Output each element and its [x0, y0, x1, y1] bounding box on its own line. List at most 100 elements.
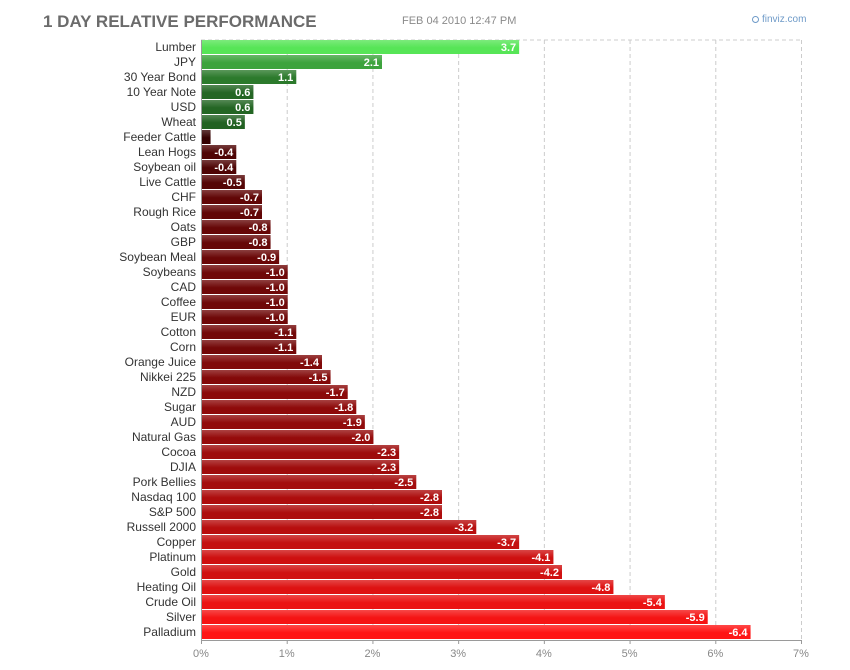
bar-value-label: 2.1: [364, 57, 379, 69]
bar-value-label: -0.5: [223, 177, 242, 189]
bar: [202, 205, 262, 219]
category-label: Corn: [170, 340, 196, 354]
category-label: Cocoa: [161, 445, 196, 459]
category-label: Sugar: [164, 400, 196, 414]
category-label: Nikkei 225: [140, 370, 196, 384]
category-label: EUR: [171, 310, 197, 324]
bar: [202, 130, 211, 144]
bar-value-label: -1.7: [326, 387, 345, 399]
bar: [202, 460, 400, 474]
bar-value-label: -0.1: [215, 132, 234, 144]
bar-value-label: -2.3: [377, 447, 396, 459]
bar: [202, 265, 288, 279]
bar-value-label: -1.4: [300, 357, 320, 369]
category-label: Heating Oil: [137, 580, 196, 594]
bar: [202, 145, 237, 159]
bar-value-label: -2.0: [351, 432, 370, 444]
bar-value-label: -1.8: [334, 402, 353, 414]
category-label: Crude Oil: [145, 595, 196, 609]
bar-value-label: -3.7: [497, 537, 516, 549]
bar: [202, 100, 254, 114]
x-tick-label: 7%: [793, 648, 809, 660]
category-label: Soybean Meal: [119, 250, 196, 264]
category-label: Oats: [171, 220, 196, 234]
category-label: Lean Hogs: [138, 145, 196, 159]
bar: [202, 85, 254, 99]
bar-value-label: -0.7: [240, 207, 259, 219]
brand-link[interactable]: finviz.com: [752, 14, 806, 25]
bar: [202, 580, 614, 594]
bar-value-label: -0.4: [214, 147, 234, 159]
x-tick-label: 3%: [450, 648, 466, 660]
category-label: USD: [171, 100, 197, 114]
bar-value-label: -4.1: [531, 552, 550, 564]
bar: [202, 565, 562, 579]
category-label: Palladium: [143, 625, 196, 639]
category-label: 30 Year Bond: [124, 70, 196, 84]
bar: [202, 250, 280, 264]
bar: [202, 160, 237, 174]
bar: [202, 430, 374, 444]
bar: [202, 535, 520, 549]
bar-value-label: -1.0: [266, 297, 285, 309]
bar-value-label: 1.1: [278, 72, 293, 84]
bar-value-label: -1.9: [343, 417, 362, 429]
bar-value-label: 0.6: [235, 102, 250, 114]
bar: [202, 505, 442, 519]
bar-value-label: 0.5: [227, 117, 242, 129]
category-label: Coffee: [161, 295, 196, 309]
bar-value-label: 0.6: [235, 87, 250, 99]
bar: [202, 595, 665, 609]
category-label: Platinum: [149, 550, 196, 564]
bar-value-label: -1.5: [309, 372, 328, 384]
category-label: Pork Bellies: [133, 475, 196, 489]
x-tick-label: 5%: [622, 648, 638, 660]
bar: [202, 40, 520, 54]
category-label: Silver: [166, 610, 196, 624]
x-axis: 0% 1% 2% 3% 4% 5% 6% 7%: [193, 40, 809, 660]
bar-value-label: -1.0: [266, 312, 285, 324]
category-label: S&P 500: [149, 505, 196, 519]
category-label: Lumber: [155, 40, 196, 54]
bar-value-label: -6.4: [729, 627, 749, 639]
bar: [202, 190, 262, 204]
category-label: 10 Year Note: [127, 85, 197, 99]
bar: [202, 445, 400, 459]
bar-value-label: -1.1: [274, 342, 293, 354]
x-tick-label: 2%: [364, 648, 380, 660]
category-label: Nasdaq 100: [131, 490, 196, 504]
x-tick-label: 1%: [279, 648, 295, 660]
category-label: Soybeans: [143, 265, 196, 279]
category-label: NZD: [171, 385, 196, 399]
bar: [202, 475, 417, 489]
category-label: Cotton: [161, 325, 196, 339]
bar: [202, 115, 245, 129]
bar: [202, 55, 382, 69]
bar: [202, 70, 297, 84]
category-label: Copper: [157, 535, 196, 549]
bar-value-label: -0.4: [214, 162, 234, 174]
finviz-logo-icon: [752, 16, 759, 23]
x-tick-label: 6%: [707, 648, 723, 660]
bar: [202, 220, 271, 234]
category-label: Rough Rice: [133, 205, 196, 219]
bar: [202, 550, 554, 564]
category-label: CHF: [171, 190, 196, 204]
category-label: CAD: [171, 280, 197, 294]
bar: [202, 370, 331, 384]
x-tick-label: 0%: [193, 648, 209, 660]
bar-value-label: -5.4: [643, 597, 663, 609]
bar: [202, 235, 271, 249]
category-label: Orange Juice: [125, 355, 197, 369]
bar: [202, 385, 348, 399]
category-label: Soybean oil: [133, 160, 196, 174]
bar-value-label: -4.8: [591, 582, 610, 594]
bar-value-label: -0.9: [257, 252, 276, 264]
bar: [202, 280, 288, 294]
category-label: AUD: [171, 415, 197, 429]
bar: [202, 355, 322, 369]
bar-value-label: -0.7: [240, 192, 259, 204]
bar: [202, 610, 708, 624]
